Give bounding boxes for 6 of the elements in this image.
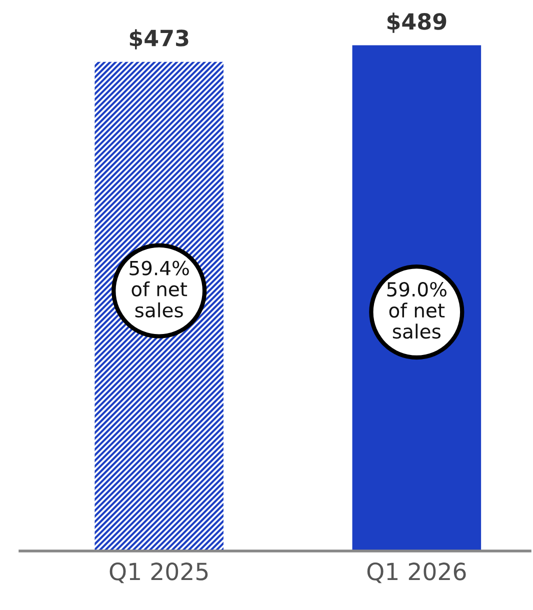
x-tick-label: Q1 2026 — [367, 562, 466, 584]
annotation: 59.0% of net sales — [387, 282, 446, 339]
data-label: $489 — [387, 12, 446, 33]
annotation: 59.4% of net sales — [130, 260, 189, 318]
x-tick-label: Q1 2025 — [110, 562, 208, 584]
data-label: $473 — [130, 29, 188, 50]
